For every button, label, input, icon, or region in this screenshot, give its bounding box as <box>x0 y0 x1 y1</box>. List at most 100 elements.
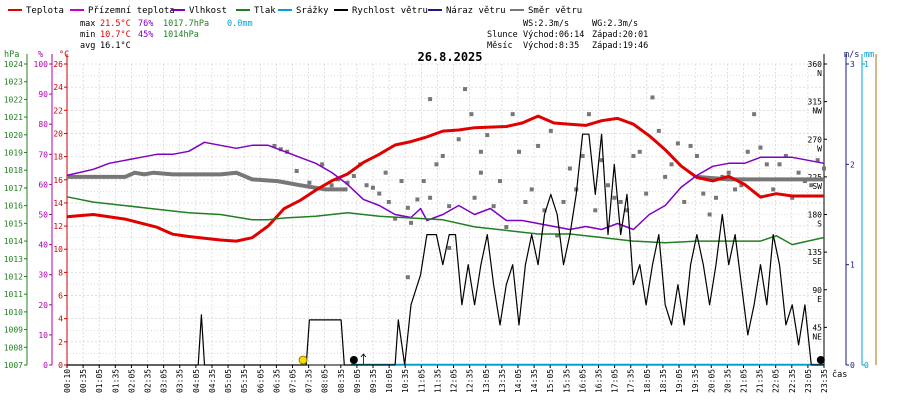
direction-sample-point <box>272 143 277 148</box>
legend-item-smer: Směr větru <box>510 6 582 16</box>
sunrise-icon <box>298 355 308 365</box>
temperature-tick-label: 24 <box>53 83 63 92</box>
temperature-tick-label: 22 <box>53 106 63 115</box>
direction-sample-point <box>542 208 547 213</box>
markers <box>298 353 825 365</box>
stats-min-humidity: 45% <box>138 30 153 40</box>
wind-speed-tick-label: 0 <box>850 361 855 370</box>
direction-tick-label: 225 <box>808 173 823 182</box>
temperature-tick-label: 2 <box>58 338 63 347</box>
x-tick-label: 09:35 <box>369 369 378 393</box>
temperature-tick-label: 8 <box>58 268 63 277</box>
x-tick-label: 22:05 <box>772 369 781 393</box>
x-tick-label: 15:05 <box>546 369 555 393</box>
direction-sample-point <box>726 170 731 175</box>
x-tick-label: 13:05 <box>482 369 491 393</box>
legend-label-rychlost: Rychlost větru <box>352 6 428 16</box>
rain-unit: mm <box>864 50 874 60</box>
temperature-tick-label: 20 <box>53 129 63 138</box>
stats-max-label: max <box>80 19 95 29</box>
direction-sample-point <box>822 166 826 171</box>
moon-label: Měsíc <box>487 41 513 51</box>
direction-sample-point <box>517 149 522 154</box>
pressure-tick-label: 1021 <box>4 113 23 122</box>
stats-min-pressure: 1014hPa <box>163 30 199 40</box>
pressure-tick-label: 1019 <box>4 149 23 158</box>
stats-min-label: min <box>80 30 95 40</box>
x-tick-label: 15:35 <box>562 369 571 393</box>
temperature-tick-label: 14 <box>53 199 63 208</box>
x-tick-label: 00:35 <box>79 369 88 393</box>
temperature-tick-label: 16 <box>53 176 63 185</box>
direction-sample-point <box>593 208 598 213</box>
pressure-tick-label: 1012 <box>4 272 23 281</box>
humidity-tick-label: 10 <box>38 331 48 340</box>
x-tick-label: 04:05 <box>192 369 201 393</box>
pressure-tick-label: 1016 <box>4 202 23 211</box>
series <box>66 87 826 366</box>
legend-label-teplota: Teplota <box>26 6 64 16</box>
direction-sample-point <box>771 187 776 192</box>
direction-sample-point <box>383 170 388 175</box>
pressure-tick-label: 1017 <box>4 184 23 193</box>
pressure-tick-label: 1009 <box>4 326 23 335</box>
direction-cardinal-label: SW <box>812 182 822 191</box>
stats-max-humidity: 76% <box>138 19 153 29</box>
wind-speed-tick-label: 1 <box>850 261 855 270</box>
direction-sample-point <box>472 195 477 200</box>
direction-sample-point <box>739 183 744 188</box>
pressure-tick-label: 1011 <box>4 290 23 299</box>
vlhkost-series-line <box>66 141 825 231</box>
legend: Teplota Přízemní teplota Vlhkost Tlak Sr… <box>8 6 582 16</box>
x-tick-label: 14:35 <box>530 369 539 393</box>
humidity-unit: % <box>38 50 43 60</box>
x-tick-label: 16:35 <box>595 369 604 393</box>
tlak-series-line <box>66 196 825 246</box>
direction-sample-point <box>478 170 483 175</box>
x-tick-label: 10:05 <box>385 369 394 393</box>
direction-sample-point <box>663 174 668 179</box>
direction-tick-label: 270 <box>808 135 823 144</box>
x-tick-label: 03:05 <box>160 369 169 393</box>
chart-title: 26.8.2025 <box>417 50 482 64</box>
direction-sample-point <box>694 153 699 158</box>
direction-sample-point <box>405 275 410 280</box>
x-tick-label: 22:35 <box>788 369 797 393</box>
humidity-tick-label: 60 <box>38 180 48 189</box>
direction-sample-point <box>599 158 604 163</box>
rychlost-series-line <box>67 133 824 366</box>
stats-min-temp: 10.7°C <box>100 30 131 40</box>
pressure-tick-label: 1014 <box>4 237 23 246</box>
pressure-tick-label: 1010 <box>4 308 23 317</box>
x-tick-label: 06:35 <box>272 369 281 393</box>
direction-sample-point <box>421 179 426 184</box>
direction-sample-point <box>809 183 814 188</box>
pressure-tick-label: 1024 <box>4 60 23 69</box>
humidity-tick-label: 70 <box>38 150 48 159</box>
stats-max-temp: 21.5°C <box>100 19 131 29</box>
pressure-unit: hPa <box>4 50 19 60</box>
direction-sample-point <box>370 185 375 190</box>
direction-sample-point <box>463 87 468 92</box>
direction-sample-point <box>777 162 782 167</box>
temperature-tick-label: 0 <box>58 361 63 370</box>
direction-sample-point <box>529 187 534 192</box>
moon-icon <box>816 356 825 364</box>
direction-sample-point <box>605 183 610 188</box>
x-tick-label: 08:35 <box>337 369 346 393</box>
legend-item-vlhkost: Vlhkost <box>171 6 227 16</box>
direction-sample-point <box>758 145 763 150</box>
direction-sample-point <box>504 225 509 230</box>
x-tick-label: 01:35 <box>111 369 120 393</box>
x-tick-label: 03:35 <box>176 369 185 393</box>
stats-block: max 21.5°C 76% 1017.7hPa 0.0mm min 10.7°… <box>80 19 253 51</box>
x-tick-label: 20:35 <box>723 369 732 393</box>
humidity-tick-label: 90 <box>38 90 48 99</box>
direction-sample-point <box>536 143 541 148</box>
direction-sample-point <box>351 174 356 179</box>
sun-rise: Východ:06:14 <box>523 30 584 40</box>
humidity-tick-label: 50 <box>38 211 48 220</box>
temperature-tick-label: 26 <box>53 60 63 69</box>
direction-sample-point <box>561 199 566 204</box>
legend-item-rychlost: Rychlost větru <box>334 6 428 16</box>
